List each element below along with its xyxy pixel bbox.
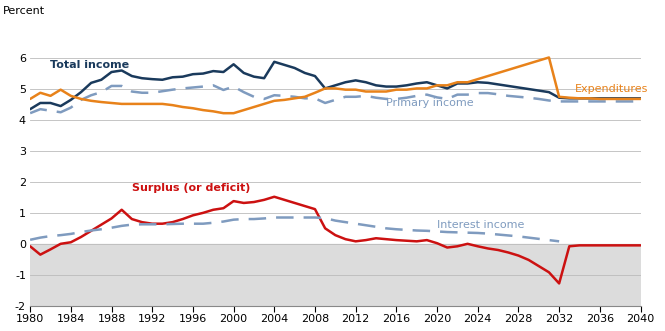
Bar xyxy=(30,244,640,306)
Text: Percent: Percent xyxy=(3,6,45,16)
Text: Expenditures: Expenditures xyxy=(575,84,648,94)
Text: Primary income: Primary income xyxy=(386,98,474,108)
Text: Interest income: Interest income xyxy=(437,220,525,230)
Text: Total income: Total income xyxy=(51,60,130,70)
Text: Surplus (or deficit): Surplus (or deficit) xyxy=(132,183,250,193)
